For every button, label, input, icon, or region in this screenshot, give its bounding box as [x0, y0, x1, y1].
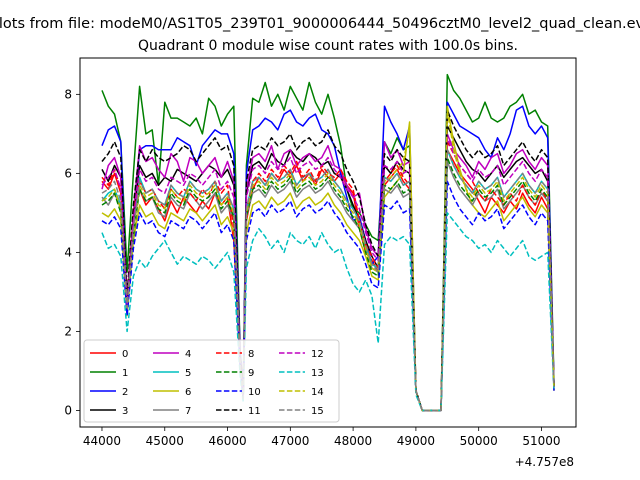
legend-label-11: 11: [248, 406, 261, 417]
legend-label-6: 6: [185, 387, 191, 398]
series-line-15: [101, 148, 555, 412]
x-tick-label: 48000: [334, 434, 372, 448]
legend-label-14: 14: [311, 387, 324, 398]
series-line-10: [101, 180, 555, 412]
series-line-4: [101, 133, 555, 412]
series-line-11: [101, 109, 555, 412]
x-offset-label: +4.757e8: [515, 455, 574, 469]
legend-label-10: 10: [248, 387, 261, 398]
x-tick-label: 51000: [522, 434, 560, 448]
legend-label-3: 3: [122, 406, 128, 417]
chart-title: Quadrant 0 module wise count rates with …: [138, 38, 518, 54]
x-tick-label: 47000: [271, 434, 309, 448]
series-line-9: [101, 156, 555, 412]
legend-box: [83, 339, 340, 423]
y-tick-label: 0: [64, 403, 72, 417]
y-tick-label: 2: [64, 324, 72, 338]
legend-label-13: 13: [311, 368, 324, 379]
series-line-2: [101, 101, 555, 412]
y-tick-label: 8: [64, 87, 72, 101]
legend-label-8: 8: [248, 349, 254, 360]
legend-label-1: 1: [122, 368, 128, 379]
series-line-1: [101, 73, 555, 412]
x-tick-label: 49000: [397, 434, 435, 448]
series-line-14: [101, 109, 555, 412]
legend-label-9: 9: [248, 368, 254, 379]
legend-label-2: 2: [122, 387, 128, 398]
x-axis: 44000 45000 46000 47000 48000 49000 50000 51000: [83, 427, 561, 448]
y-tick-label: 6: [64, 166, 72, 180]
legend-label-12: 12: [311, 349, 324, 360]
axes-frame: [79, 57, 577, 428]
x-tick-label: 45000: [146, 434, 184, 448]
legend-label-15: 15: [311, 406, 324, 417]
series-line-13: [101, 212, 555, 412]
x-tick-label: 44000: [83, 434, 121, 448]
figure-suptitle: Plots from file: modeM0/AS1T05_239T01_90…: [0, 16, 640, 32]
legend-label-0: 0: [122, 349, 128, 360]
series-line-12: [101, 137, 555, 412]
y-tick-label: 4: [64, 245, 72, 259]
legend-label-4: 4: [185, 349, 191, 360]
x-tick-label: 50000: [460, 434, 498, 448]
legend-label-5: 5: [185, 368, 191, 379]
legend-label-7: 7: [185, 406, 191, 417]
y-axis: 0 2 4 6 8: [64, 87, 80, 417]
plot-area: [101, 73, 555, 412]
series-line-7: [101, 160, 555, 412]
x-tick-label: 46000: [208, 434, 246, 448]
series-line-6: [101, 105, 555, 412]
